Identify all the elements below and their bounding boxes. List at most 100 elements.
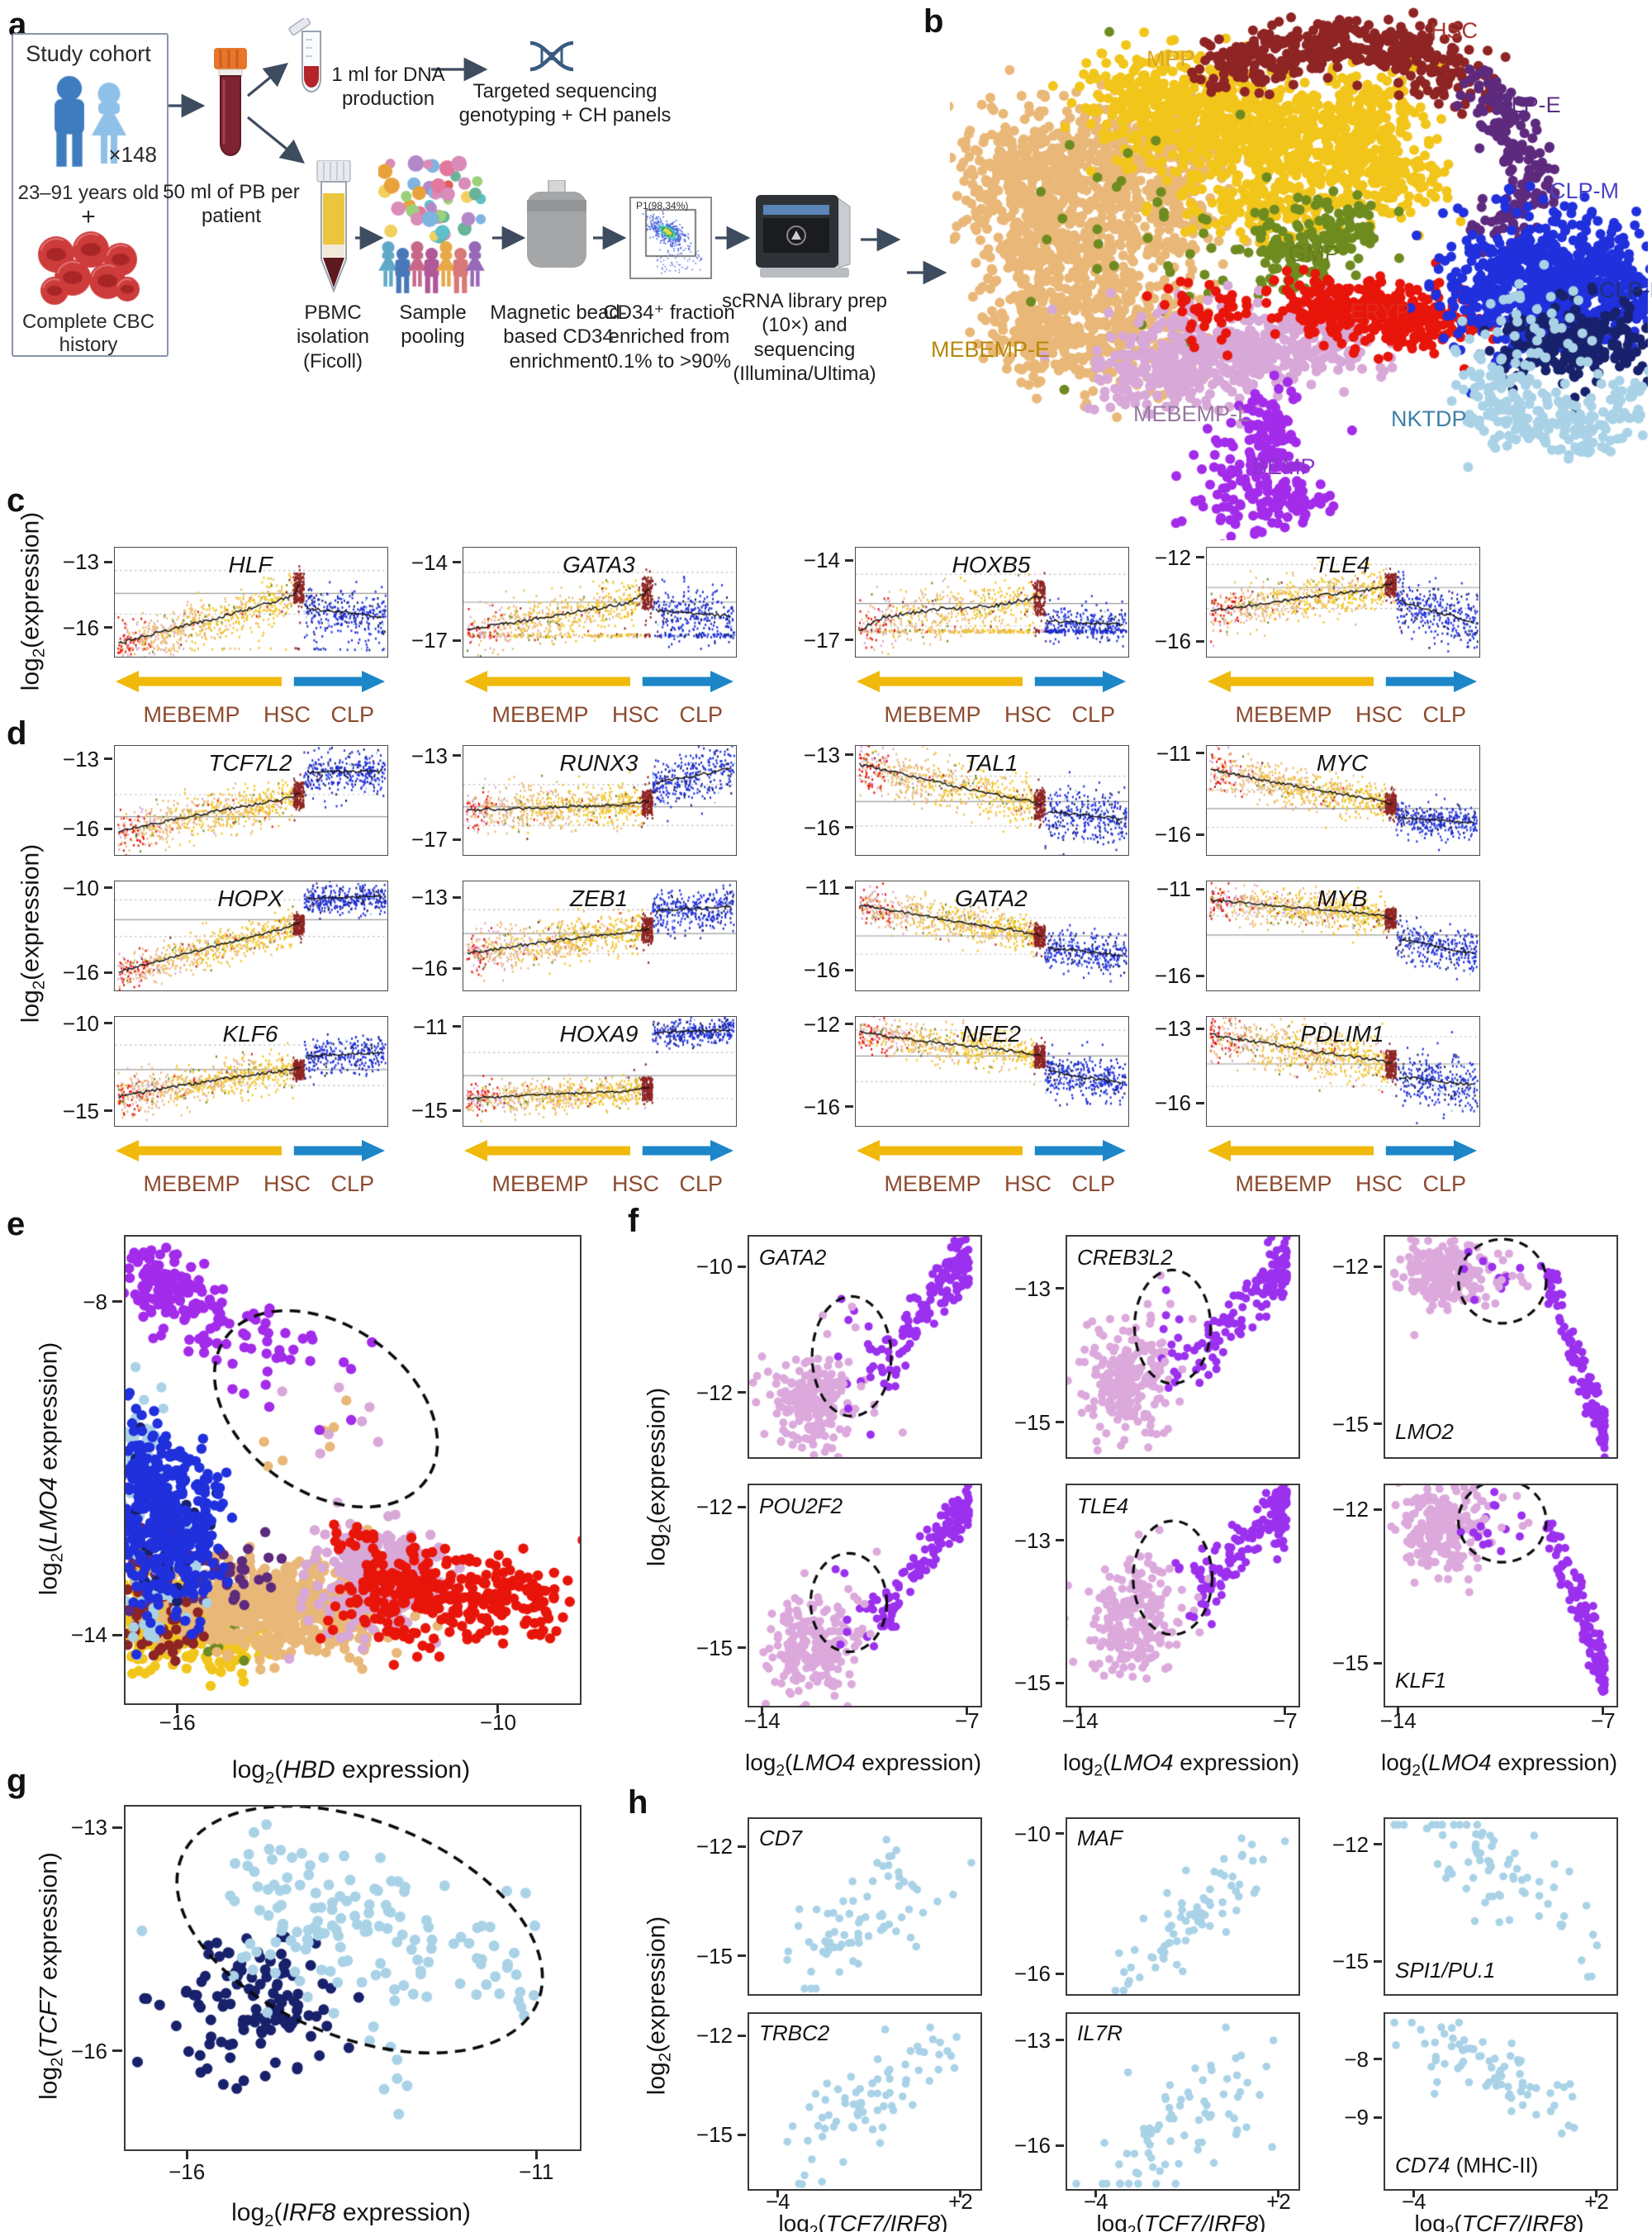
y-tick-label: −16 — [803, 1094, 840, 1119]
x-axis-label: log2(TCF7/IRF8) — [778, 2211, 948, 2232]
x-tick-label: −4 — [766, 2189, 790, 2214]
caption-targeted: Targeted sequencing genotyping + CH pane… — [458, 80, 672, 127]
lineage-label-hsc: HSC — [1355, 1171, 1403, 1196]
y-tick-mark — [1374, 1843, 1382, 1846]
tcf7-irf8-plot — [1066, 2012, 1300, 2191]
x-tick-mark — [496, 1703, 500, 1713]
expression-trajectory-plot — [463, 745, 737, 856]
x-tick-label: −14 — [1061, 1708, 1099, 1733]
y-tick-mark — [453, 561, 461, 564]
y-tick-mark — [1196, 1027, 1204, 1030]
x-axis-label: log2(LMO4 expression) — [1062, 1750, 1300, 1780]
cluster-label-gmp: GMP — [1289, 241, 1340, 266]
y-tick-mark — [1056, 1539, 1064, 1542]
y-tick-mark — [1374, 2058, 1382, 2061]
x-tick-label: −7 — [1272, 1708, 1298, 1733]
y-tick-mark — [1374, 1508, 1382, 1511]
lmo4-expression-plot — [1384, 1484, 1618, 1707]
y-tick-label: −13 — [1014, 1275, 1051, 1301]
y-tick-mark — [1374, 1422, 1382, 1426]
x-tick-label: −4 — [1402, 2189, 1427, 2214]
umap-canvas — [950, 5, 1648, 540]
expression-trajectory-plot — [463, 881, 737, 991]
expression-trajectory-plot — [855, 745, 1129, 856]
y-axis-label: log2(expression) — [17, 843, 49, 1023]
gene-label: MAF — [1077, 1826, 1123, 1850]
caption-dna: 1 ml for DNA production — [331, 64, 445, 111]
y-tick-mark — [1056, 2039, 1064, 2042]
x-tick-label: −7 — [1590, 1708, 1616, 1733]
cluster-label-mpp: MPP — [1146, 46, 1195, 71]
gene-label: HOPX — [217, 886, 283, 911]
cluster-label-hsc: HSC — [1431, 18, 1479, 43]
gene-label: GATA2 — [759, 1245, 827, 1270]
y-tick-label: −12 — [695, 1380, 733, 1405]
y-tick-mark — [1196, 887, 1204, 890]
y-tick-label: −16 — [1014, 2133, 1051, 2158]
y-tick-label: −13 — [62, 549, 99, 575]
x-tick-mark — [1079, 1706, 1082, 1715]
panel-letter-c: c — [7, 482, 26, 519]
cluster-label-clp-l: CLP-L — [1599, 278, 1652, 302]
y-tick-label: −15 — [411, 1098, 448, 1123]
y-tick-label: −16 — [803, 957, 840, 982]
lineage-label-clp: CLP — [1071, 702, 1116, 727]
y-tick-mark — [738, 1646, 746, 1650]
cluster-label-clp-m: CLP-M — [1550, 178, 1620, 203]
lineage-label-mebemp: MEBEMP — [884, 702, 981, 727]
y-axis-label: log2(expression) — [17, 511, 49, 691]
x-tick-label: −11 — [519, 2159, 554, 2184]
gene-label: ZEB1 — [569, 886, 629, 911]
y-tick-mark — [1374, 1959, 1382, 1963]
y-tick-label: −11 — [805, 875, 840, 900]
lineage-label-mebemp: MEBEMP — [491, 1171, 589, 1196]
lineage-label-hsc: HSC — [1004, 702, 1052, 727]
x-tick-mark — [776, 2189, 780, 2197]
cohort-title: Study cohort — [26, 41, 151, 66]
x-tick-mark — [1412, 2189, 1416, 2197]
rbc-cluster-icon — [31, 230, 147, 309]
y-tick-label: −12 — [695, 1834, 733, 1859]
workflow-arrows — [169, 57, 947, 285]
y-axis-label: log2(expression) — [643, 1387, 675, 1567]
gene-label: CD74 (MHC-II) — [1395, 2153, 1539, 2177]
y-tick-label: −15 — [1332, 1650, 1369, 1676]
y-tick-label: −16 — [62, 816, 99, 842]
tcf7-irf8-plot — [1384, 2012, 1618, 2191]
gene-label: SPI1/PU.1 — [1395, 1958, 1496, 1983]
gene-label: KLF6 — [222, 1021, 278, 1047]
blood-tube-icon — [214, 48, 247, 156]
gene-label: PDLIM1 — [1300, 1021, 1384, 1047]
y-tick-mark — [104, 1022, 112, 1025]
lineage-label-clp: CLP — [1071, 1171, 1116, 1196]
y-tick-label: −10 — [1014, 1821, 1051, 1846]
x-tick-mark — [1094, 2189, 1098, 2197]
y-tick-mark — [453, 639, 461, 642]
y-axis-label: log2(expression) — [643, 1916, 675, 2096]
y-tick-label: −16 — [1154, 629, 1191, 654]
y-tick-mark — [738, 1954, 746, 1958]
y-tick-label: −12 — [1332, 1831, 1369, 1857]
gene-label: IL7R — [1077, 2021, 1123, 2045]
y-tick-label: −15 — [695, 2122, 733, 2147]
cohort-count: ×148 — [108, 142, 157, 167]
y-tick-label: −13 — [1154, 1016, 1191, 1041]
y-tick-mark — [845, 753, 853, 757]
gene-label: TLE4 — [1077, 1494, 1129, 1518]
gene-label: POU2F2 — [759, 1494, 843, 1518]
x-tick-label: −16 — [159, 1710, 196, 1735]
y-tick-label: −15 — [695, 1943, 733, 1968]
cluster-label-mebemp-e: MEBEMP-E — [931, 337, 1051, 362]
y-tick-mark — [845, 1023, 853, 1026]
y-tick-label: −12 — [1332, 1254, 1369, 1280]
y-tick-label: −16 — [1154, 1090, 1191, 1115]
y-tick-label: −15 — [1014, 1670, 1051, 1696]
x-tick-mark — [959, 2189, 962, 2197]
expression-trajectory-plot — [1206, 547, 1480, 658]
flow-cytometry-canvas — [631, 198, 710, 278]
gene-label: MYB — [1317, 886, 1368, 911]
y-tick-label: −15 — [1332, 1949, 1369, 1974]
y-tick-mark — [845, 826, 853, 829]
x-tick-label: −14 — [743, 1708, 781, 1733]
